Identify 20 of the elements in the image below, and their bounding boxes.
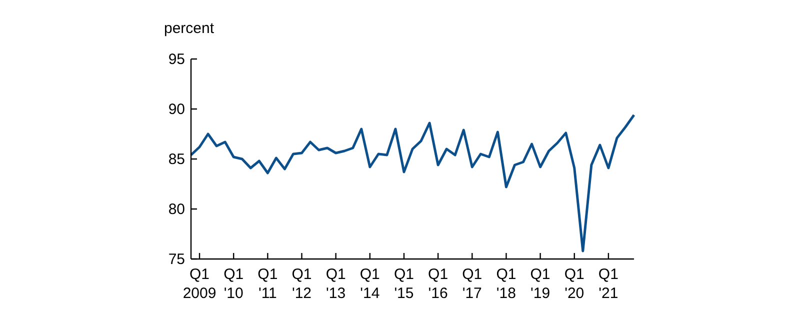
x-tick-label: Q1 '15	[394, 266, 414, 302]
y-tick-label: 90	[168, 101, 185, 118]
x-tick-label: Q1 '16	[428, 266, 448, 302]
x-tick-label: Q1 '19	[530, 266, 550, 302]
x-tick-label: Q1 '14	[360, 266, 380, 302]
x-tick-label: Q1 2009	[182, 266, 216, 302]
x-tick-label: Q1 '13	[326, 266, 346, 302]
x-tick-label: Q1 '21	[598, 266, 618, 302]
x-tick-label: Q1 '12	[292, 266, 312, 302]
x-tick-label: Q1 '17	[462, 266, 482, 302]
y-tick-label: 85	[168, 151, 185, 168]
y-tick-label: 75	[168, 251, 185, 268]
x-tick-label: Q1 '10	[224, 266, 244, 302]
y-tick-label: 95	[168, 51, 185, 68]
line-series	[190, 114, 636, 252]
x-tick-label: Q1 '11	[258, 266, 278, 302]
x-tick-label: Q1 '18	[496, 266, 516, 302]
y-axis-title: percent	[164, 20, 214, 37]
y-tick-label: 80	[168, 201, 185, 218]
x-tick-label: Q1 '20	[564, 266, 584, 302]
